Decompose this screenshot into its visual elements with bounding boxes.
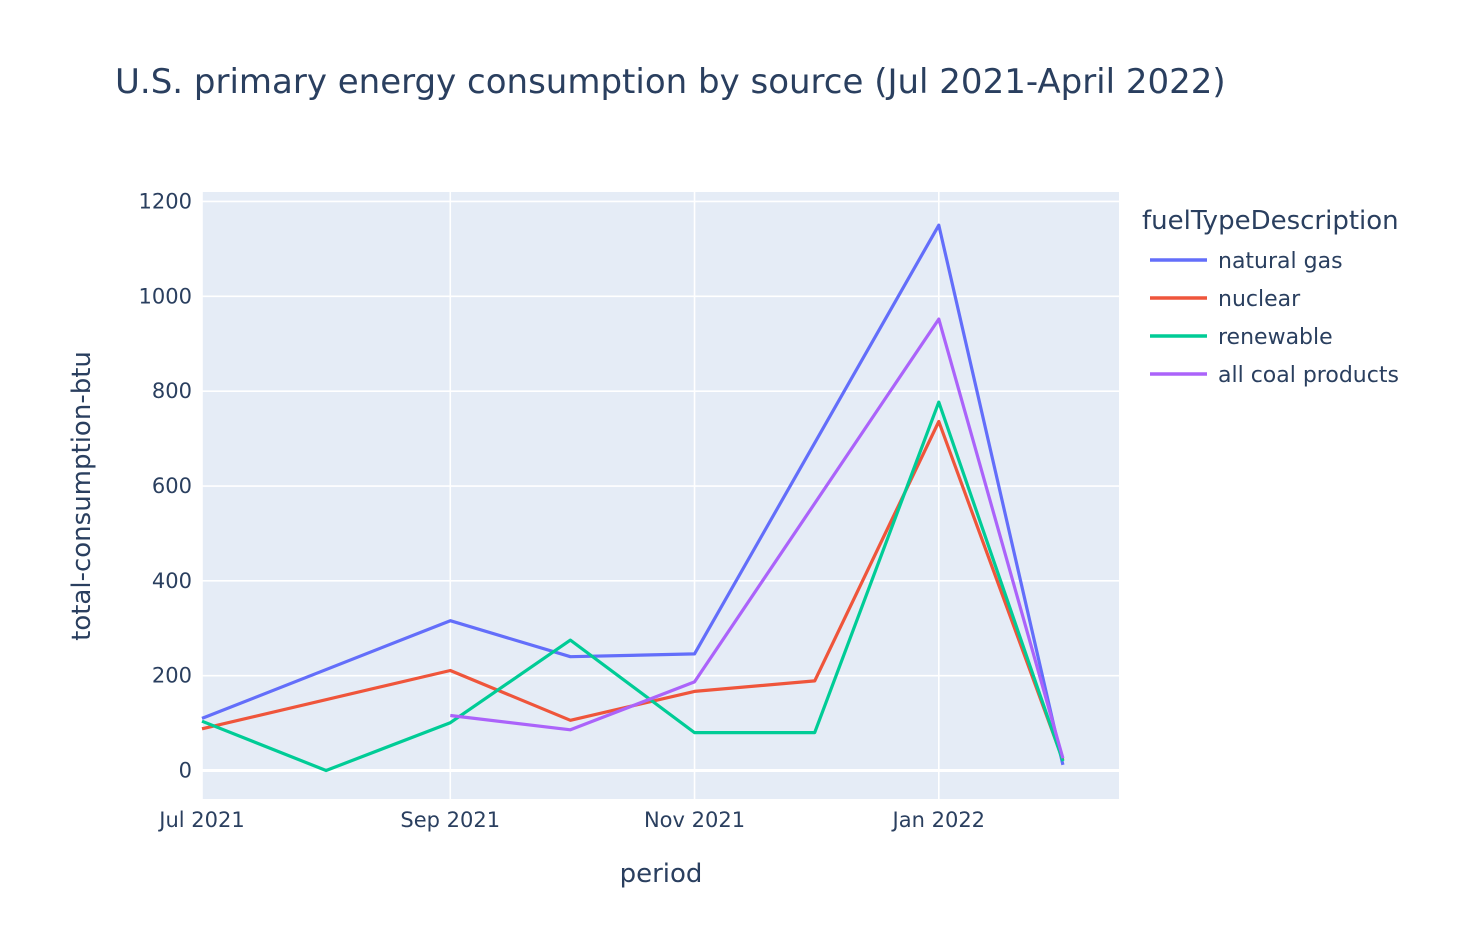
legend-item[interactable]: all coal products [1150,363,1399,388]
legend-item[interactable]: renewable [1150,325,1333,350]
y-axis-ticks: 0 200 400 600 800 1000 1200 [139,189,192,782]
x-axis-title: period [620,859,703,889]
y-tick-label: 600 [152,474,192,498]
legend-item[interactable]: nuclear [1150,287,1301,312]
legend-label: nuclear [1218,287,1301,312]
chart-title: U.S. primary energy consumption by sourc… [115,62,1226,102]
x-gridlines [201,192,940,799]
series-line-all-coal-products [450,317,1065,759]
legend-label: natural gas [1218,249,1343,274]
x-tick-label: Jul 2021 [157,808,244,832]
legend-item[interactable]: natural gas [1150,249,1343,274]
y-tick-label: 400 [152,569,192,593]
y-tick-label: 800 [152,379,192,403]
legend-label: renewable [1218,325,1333,350]
series-line-nuclear [201,419,1065,761]
x-tick-label: Nov 2021 [644,808,745,832]
series-line-natural-gas [201,223,1065,766]
series-line-renewable [201,400,1065,773]
series-lines [201,223,1065,773]
y-tick-label: 0 [179,759,192,783]
y-tick-label: 1200 [139,189,192,213]
x-axis-ticks: Jul 2021 Sep 2021 Nov 2021 Jan 2022 [157,808,985,832]
y-tick-label: 1000 [139,284,192,308]
legend-title: fuelTypeDescription [1142,206,1399,236]
x-tick-label: Jan 2022 [891,808,986,832]
y-axis-title: total-consumption-btu [67,351,97,641]
legend-label: all coal products [1218,363,1399,388]
x-tick-label: Sep 2021 [400,808,500,832]
y-gridlines [202,200,1119,773]
legend: fuelTypeDescription natural gas nuclear re… [1142,206,1399,388]
y-tick-label: 200 [152,664,192,688]
